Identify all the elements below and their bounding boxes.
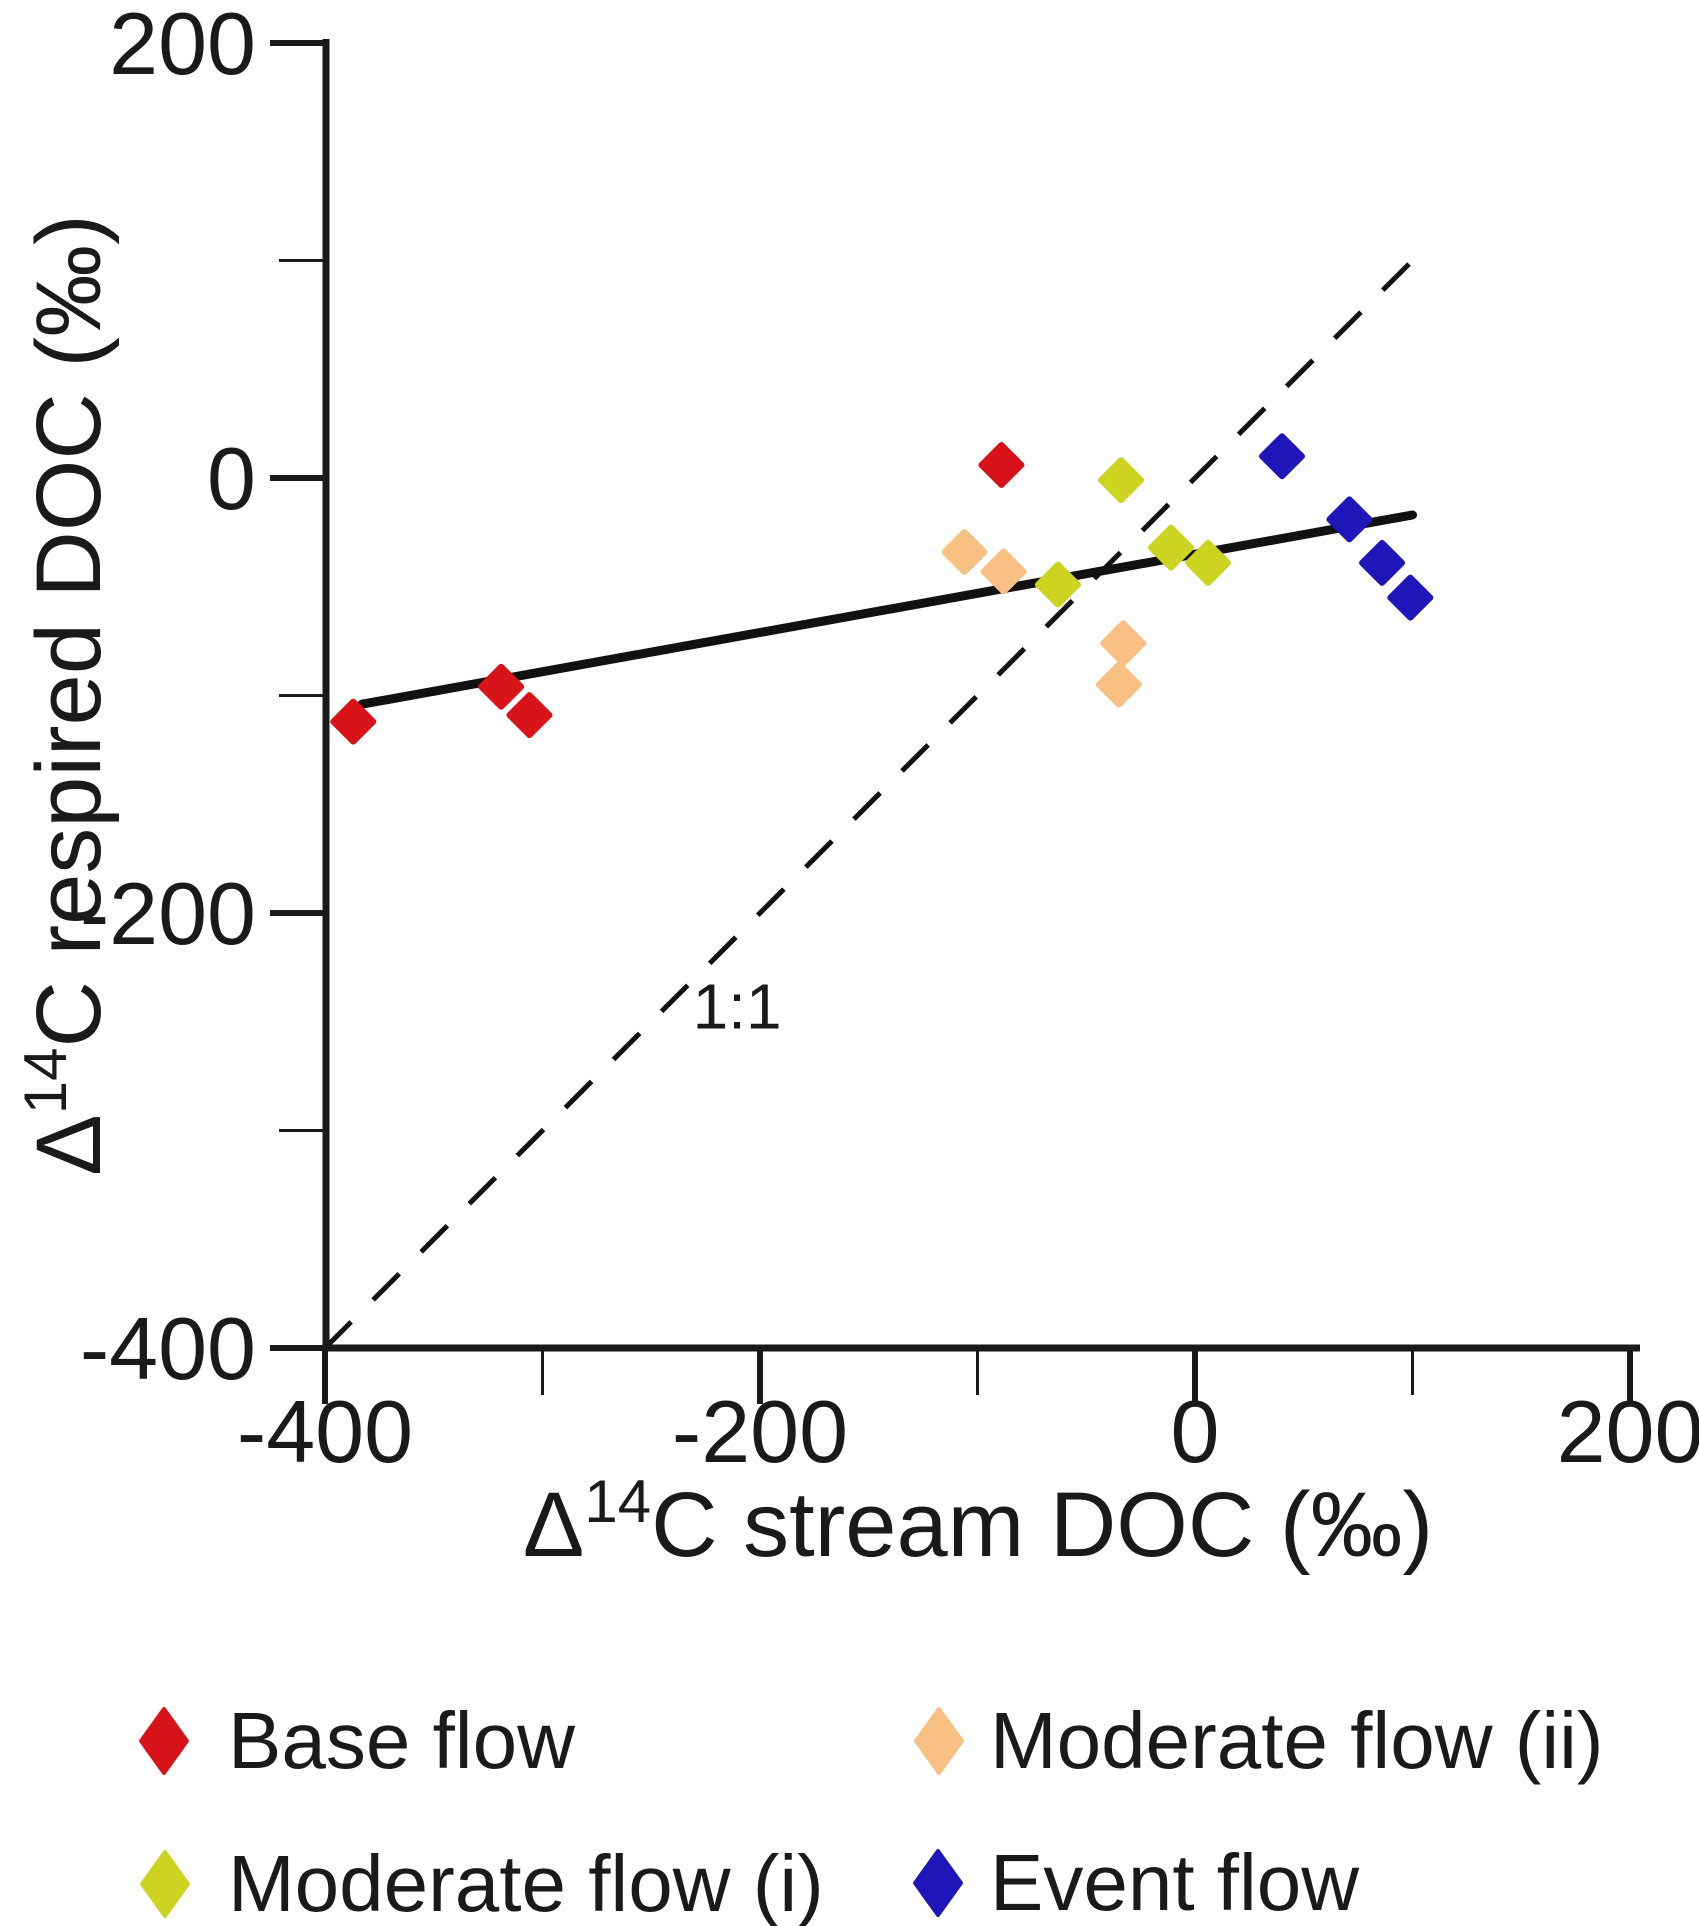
data-point-base-flow <box>978 441 1025 488</box>
legend-item-moderate-flow-i: Moderate flow (i) <box>115 1832 824 1926</box>
one-to-one-line <box>323 254 1419 1350</box>
legend-item-moderate-flow-ii: Moderate flow (ii) <box>889 1689 1604 1793</box>
x-tick-label: 0 <box>1171 1382 1220 1481</box>
data-point-base-flow <box>506 692 553 739</box>
data-point-event-flow <box>1259 433 1305 480</box>
one-to-one-label: 1:1 <box>693 970 782 1042</box>
data-point-event-flow <box>1359 539 1406 586</box>
y-tick-label: 0 <box>207 429 256 528</box>
y-tick-label: 200 <box>109 0 256 93</box>
legend-label: Moderate flow (i) <box>228 1839 824 1926</box>
legend-label: Base flow <box>228 1696 575 1785</box>
data-point-base-flow <box>330 698 377 745</box>
regression-line <box>357 510 1417 709</box>
diamond-marker-icon <box>913 1849 963 1917</box>
y-tick-label: -200 <box>80 864 256 963</box>
data-point-moderate-flow-i <box>1148 524 1195 571</box>
x-tick-label: -400 <box>237 1382 413 1481</box>
data-point-moderate-flow-i <box>1185 539 1232 586</box>
data-point-moderate-flow-ii <box>941 528 988 575</box>
legend-item-base-flow: Base flow <box>114 1689 575 1793</box>
y-axis-title: Δ14C respired DOC (‰) <box>12 214 120 1175</box>
x-axis-title: Δ14C stream DOC (‰) <box>523 1468 1433 1576</box>
x-tick-label: 200 <box>1557 1382 1699 1481</box>
data-point-moderate-flow-i <box>1034 561 1081 608</box>
legend-label: Moderate flow (ii) <box>990 1696 1604 1785</box>
y-tick-label: -400 <box>80 1299 256 1398</box>
data-point-moderate-flow-i <box>1098 457 1145 504</box>
data-point-moderate-flow-ii <box>980 548 1027 595</box>
data-point-base-flow <box>478 663 525 710</box>
x-tick-label: -200 <box>672 1382 848 1481</box>
legend-label: Event flow <box>990 1838 1360 1926</box>
data-point-event-flow <box>1387 574 1434 621</box>
data-point-moderate-flow-ii <box>1095 661 1142 708</box>
diamond-marker-icon <box>139 1707 189 1775</box>
data-point-moderate-flow-ii <box>1100 620 1147 667</box>
diamond-marker-icon <box>914 1707 964 1775</box>
diamond-marker-icon <box>140 1850 190 1918</box>
legend-item-event-flow: Event flow <box>888 1831 1359 1926</box>
data-point-event-flow <box>1326 496 1373 543</box>
